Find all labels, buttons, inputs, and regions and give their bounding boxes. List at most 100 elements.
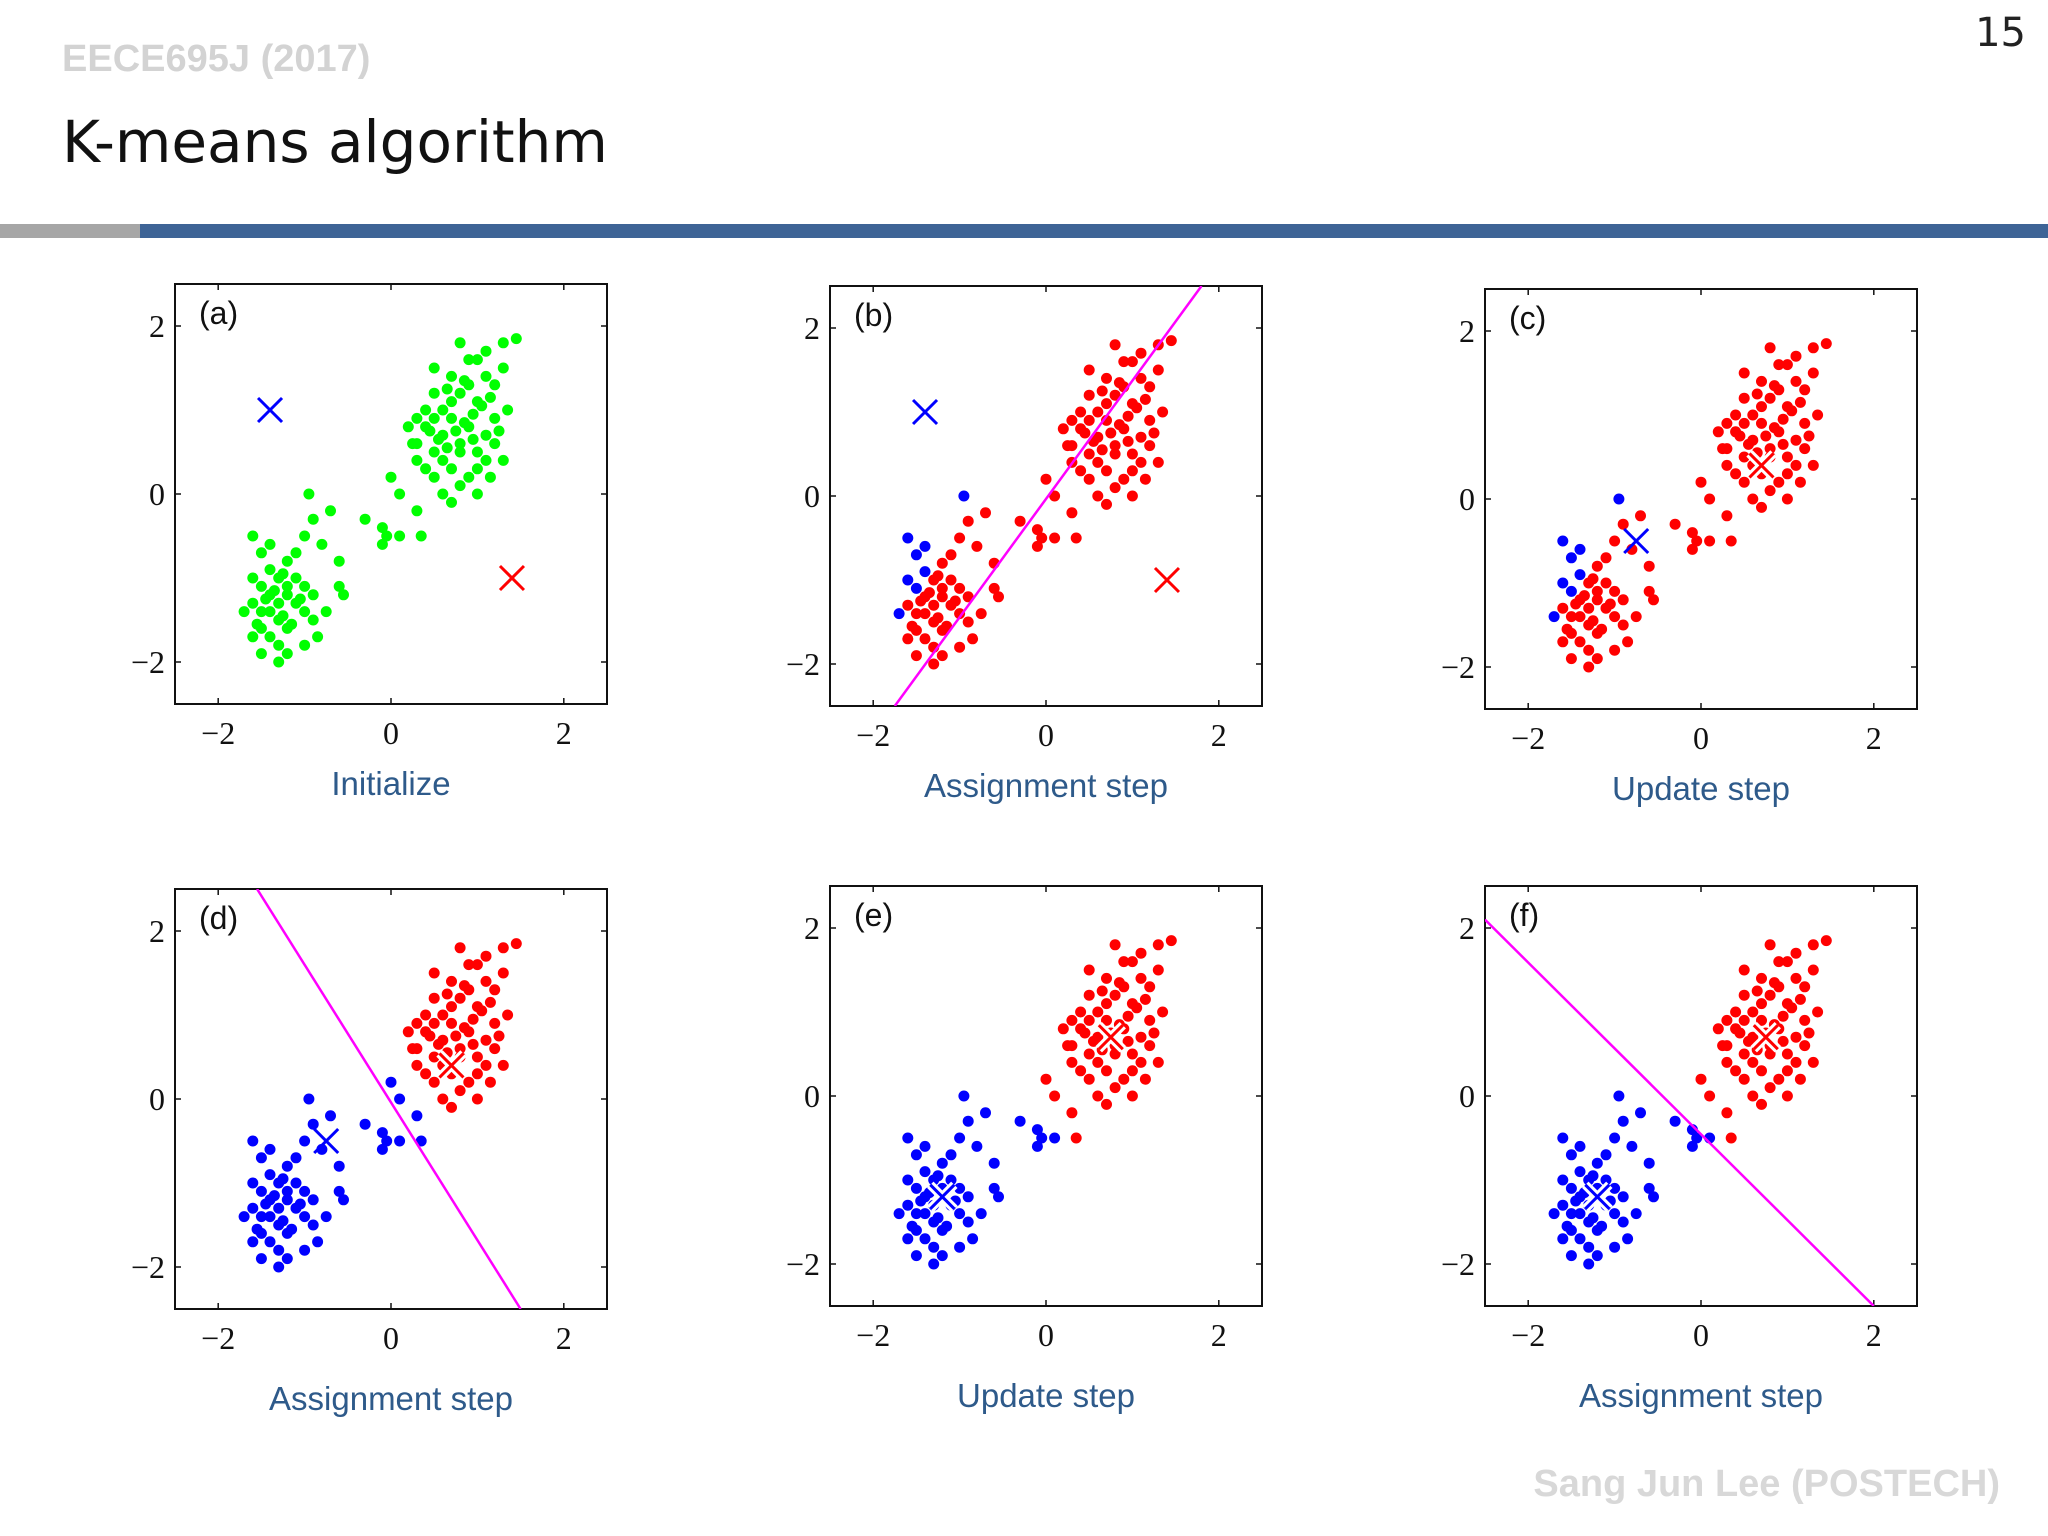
data-point	[437, 404, 449, 416]
data-point	[437, 1009, 449, 1021]
data-point	[919, 566, 931, 578]
plot-frame	[1484, 885, 1918, 1307]
data-point	[277, 568, 289, 580]
data-point	[424, 1030, 436, 1042]
data-point	[932, 570, 944, 582]
data-point	[1113, 419, 1125, 431]
data-point	[928, 658, 940, 670]
data-point	[954, 1182, 966, 1194]
chart-panel: −2 0 2 2 0 −2 (b) Assignment step	[785, 282, 1385, 842]
y-tick-label: −2	[786, 1246, 820, 1282]
data-point	[338, 589, 349, 601]
data-point	[1557, 602, 1569, 614]
data-point	[299, 639, 311, 651]
data-point	[428, 412, 440, 424]
data-point	[1083, 1014, 1095, 1026]
data-point	[446, 1001, 457, 1013]
data-point	[497, 362, 509, 374]
data-point	[928, 1258, 940, 1270]
data-point	[993, 591, 1004, 603]
data-point	[1083, 989, 1095, 1001]
data-point	[273, 1261, 285, 1273]
chart-panel: −2 0 2 2 0 −2 (c) Update step	[1440, 285, 2040, 845]
data-point	[428, 362, 440, 374]
data-point	[497, 967, 509, 979]
data-point	[497, 454, 509, 466]
data-point	[441, 442, 453, 454]
data-point	[281, 1194, 293, 1206]
data-point	[1126, 1048, 1138, 1060]
data-point	[467, 433, 479, 445]
data-point	[910, 1149, 922, 1161]
centroid-blue-cross	[1582, 1181, 1613, 1212]
data-point	[1773, 359, 1785, 371]
data-point	[1617, 1191, 1629, 1203]
data-point	[1548, 1208, 1560, 1220]
data-point	[273, 656, 285, 668]
data-point	[1773, 1073, 1785, 1085]
data-point	[471, 463, 483, 475]
y-tick-label: −2	[131, 1249, 165, 1285]
data-point	[325, 1110, 336, 1122]
data-point	[902, 599, 914, 611]
data-point	[1803, 430, 1815, 442]
data-point	[1617, 1115, 1629, 1127]
data-point	[458, 980, 470, 992]
x-tick-label: 2	[1866, 1317, 1882, 1353]
data-point	[1591, 560, 1603, 572]
data-point	[1669, 518, 1681, 530]
data-point	[1781, 1090, 1793, 1102]
data-point	[394, 1093, 406, 1105]
y-tick-label: 2	[1459, 910, 1475, 946]
data-point	[1109, 989, 1121, 1001]
data-point	[1574, 1233, 1586, 1245]
data-point	[303, 1093, 315, 1105]
data-point	[962, 1115, 974, 1127]
y-tick-label: 0	[1459, 1078, 1475, 1114]
data-point	[247, 597, 259, 609]
data-point	[1604, 598, 1616, 610]
data-point	[1591, 1157, 1603, 1169]
data-point	[1066, 440, 1078, 452]
data-point	[975, 1208, 987, 1220]
data-point	[958, 490, 970, 502]
centroid-blue-cross	[1623, 527, 1650, 555]
data-point	[1126, 465, 1138, 477]
data-point	[247, 530, 259, 542]
data-point	[1794, 1073, 1806, 1085]
data-point	[945, 574, 957, 586]
data-point	[286, 1223, 298, 1235]
data-point	[493, 1030, 505, 1042]
data-point	[1040, 473, 1052, 485]
data-point	[1036, 1132, 1048, 1144]
data-point	[251, 1223, 263, 1235]
data-point	[1109, 389, 1121, 401]
data-point	[480, 370, 492, 382]
x-tick-label: 0	[383, 715, 399, 751]
y-tick-label: 0	[1459, 481, 1475, 517]
data-point	[1591, 1250, 1603, 1262]
x-tick-label: −2	[201, 1320, 235, 1356]
data-point	[1574, 1140, 1586, 1152]
data-point	[281, 1160, 293, 1172]
data-point	[910, 1250, 922, 1262]
data-point	[902, 1199, 914, 1211]
data-point	[919, 540, 931, 552]
data-point	[962, 1191, 974, 1203]
chart-panel: −2 0 2 2 0 −2 (f) Assignment step	[1440, 882, 2040, 1442]
data-point	[294, 593, 306, 605]
data-point	[454, 1085, 466, 1097]
scatter-plot: −2 0 2 2 0 −2 (e)	[786, 885, 1263, 1353]
data-point	[299, 530, 311, 542]
data-point	[919, 1208, 931, 1220]
data-point	[255, 606, 267, 618]
data-point	[251, 618, 263, 630]
data-point	[1096, 385, 1108, 397]
data-point	[1756, 1098, 1767, 1110]
data-point	[1738, 1073, 1750, 1085]
panel-caption: Assignment step	[1579, 1377, 1823, 1414]
data-point	[1721, 1107, 1733, 1119]
data-point	[458, 1022, 470, 1034]
data-point	[446, 396, 457, 408]
data-point	[1721, 1014, 1733, 1026]
